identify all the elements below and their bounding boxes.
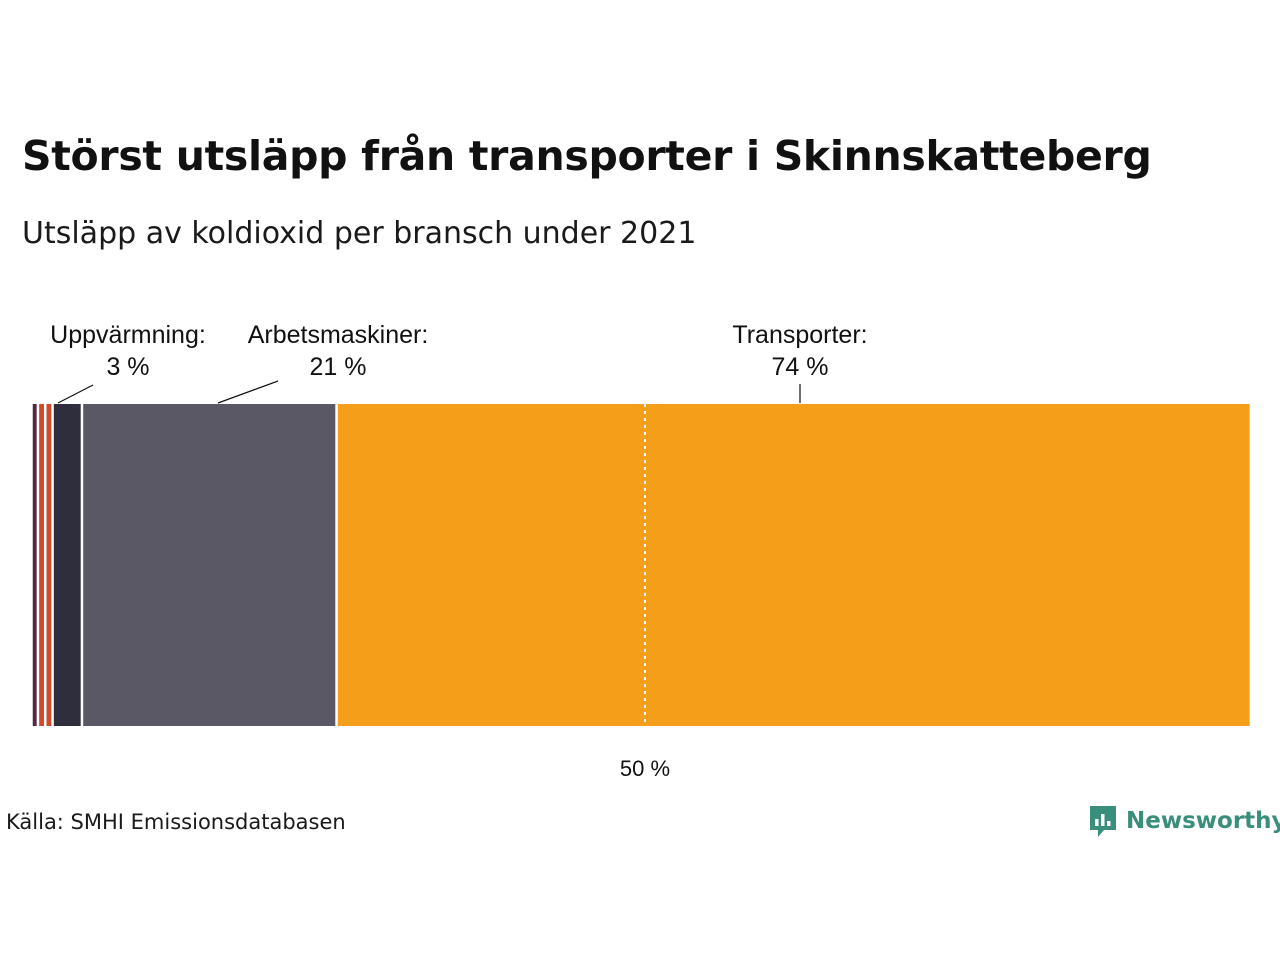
stacked-bar-chart: 50 % Uppvärmning: 3 % Arbetsmaskiner: 21 % Tr… — [32, 321, 1250, 781]
brand-logo: Newsworthy — [1088, 804, 1280, 838]
bar-segment-0 — [33, 404, 38, 726]
bar-segment-5 — [336, 404, 1250, 726]
leader-line-4 — [217, 380, 279, 404]
chart-title: Störst utsläpp från transporter i Skinns… — [22, 132, 1152, 180]
chart-subtitle: Utsläpp av koldioxid per bransch under 2… — [22, 216, 697, 251]
source-note: Källa: SMHI Emissionsdatabasen — [6, 810, 346, 834]
bar-chart-speech-bubble-icon — [1090, 806, 1116, 837]
bar-segment-4 — [81, 404, 337, 726]
segment-value-label-5: 74 % — [772, 353, 829, 381]
leader-line-3 — [57, 384, 94, 404]
segment-value-label-3: 3 % — [106, 353, 149, 381]
segment-label-5: Transporter: — [732, 321, 867, 349]
bar-segment-2 — [45, 404, 53, 726]
segment-value-label-4: 21 % — [310, 353, 367, 381]
segment-label-3: Uppvärmning: — [50, 321, 206, 349]
bar-segment-1 — [37, 404, 46, 726]
bar-segment-3 — [52, 404, 82, 726]
segment-label-4: Arbetsmaskiner: — [248, 321, 429, 349]
brand-name: Newsworthy — [1126, 808, 1280, 834]
reference-line-label: 50 % — [620, 756, 670, 781]
